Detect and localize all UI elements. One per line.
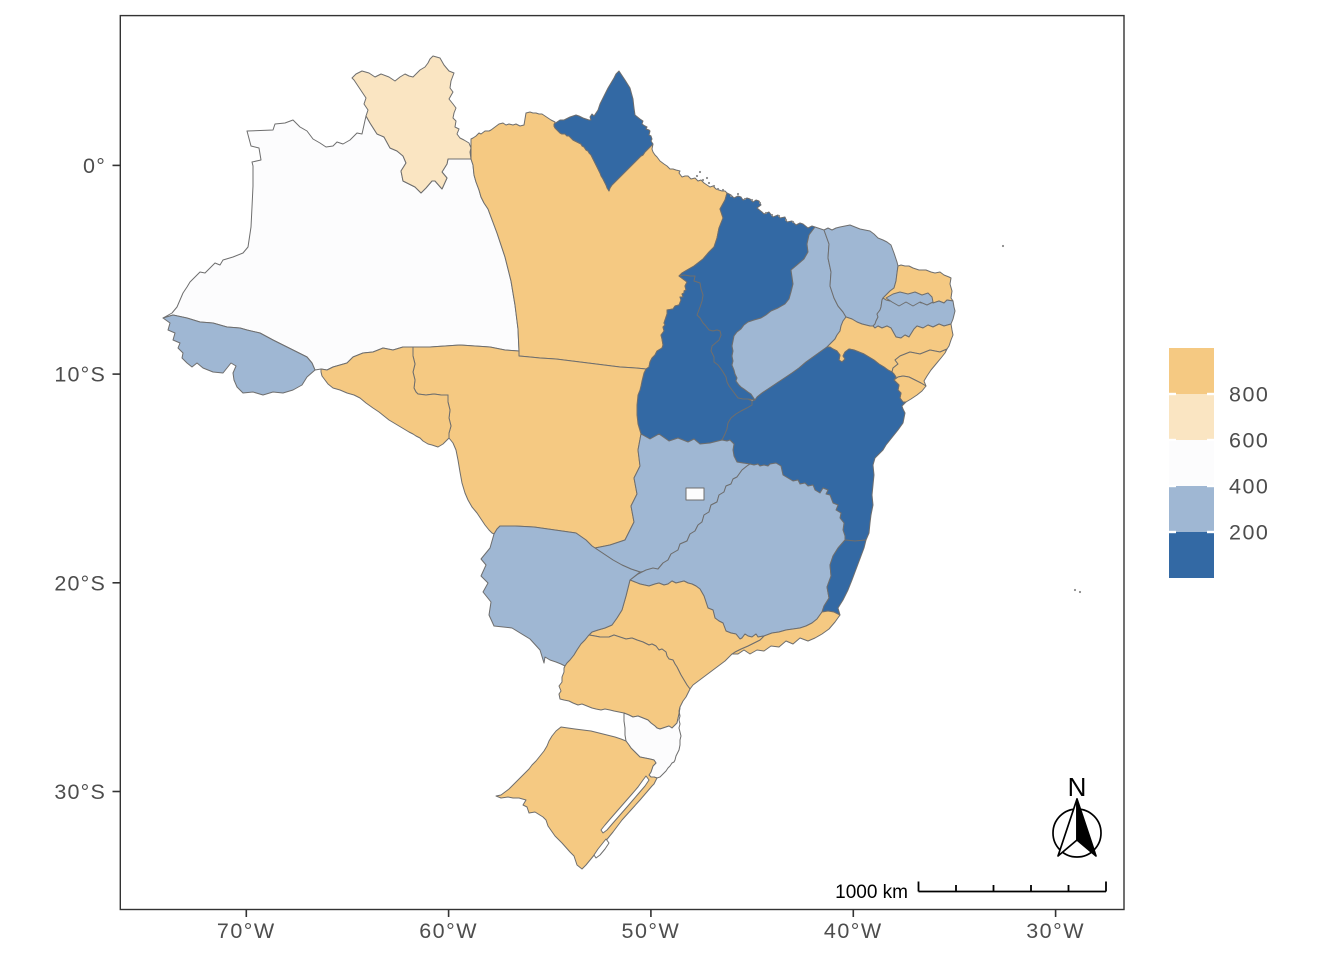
svg-text:1000 km: 1000 km	[835, 882, 908, 903]
svg-text:400: 400	[1229, 475, 1269, 499]
svg-text:0°: 0°	[83, 154, 106, 178]
svg-text:800: 800	[1229, 383, 1269, 407]
svg-text:20°S: 20°S	[54, 571, 106, 595]
svg-text:30°W: 30°W	[1026, 919, 1085, 943]
svg-text:40°W: 40°W	[824, 919, 883, 943]
svg-text:N: N	[1068, 772, 1087, 802]
svg-text:600: 600	[1229, 429, 1269, 453]
svg-text:70°W: 70°W	[217, 919, 276, 943]
svg-text:200: 200	[1229, 521, 1269, 545]
svg-text:30°S: 30°S	[54, 780, 106, 804]
svg-text:60°W: 60°W	[419, 919, 478, 943]
svg-text:10°S: 10°S	[54, 363, 106, 387]
svg-text:50°W: 50°W	[621, 919, 680, 943]
